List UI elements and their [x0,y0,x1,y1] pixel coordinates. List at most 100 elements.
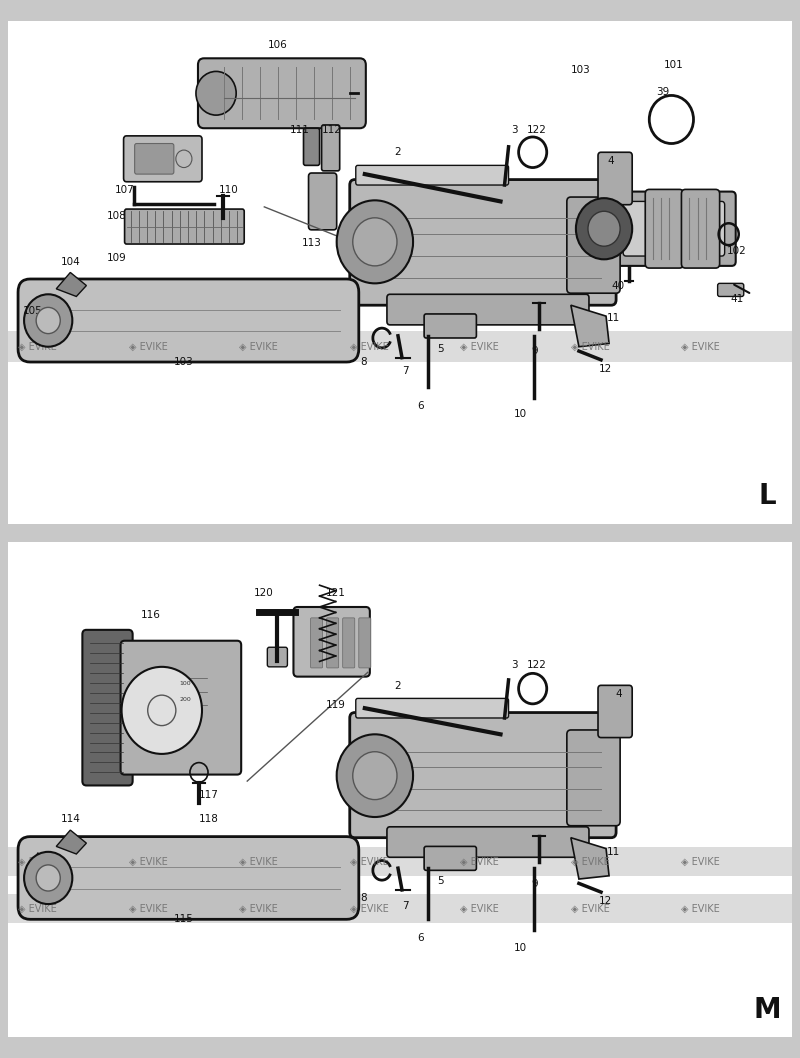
Text: 11: 11 [606,313,620,324]
Text: 40: 40 [611,280,625,291]
Text: 41: 41 [730,294,743,304]
FancyBboxPatch shape [646,189,683,268]
Text: 119: 119 [326,700,346,710]
Circle shape [36,308,60,333]
Text: 102: 102 [727,245,746,256]
Text: 10: 10 [514,943,527,952]
FancyBboxPatch shape [350,180,616,305]
FancyBboxPatch shape [682,189,720,268]
Text: ◈ EVIKE: ◈ EVIKE [460,857,499,867]
Text: 2: 2 [394,147,402,158]
Text: 122: 122 [526,126,546,135]
Text: 116: 116 [141,609,161,620]
Text: 3: 3 [511,660,518,670]
Bar [8,331,792,362]
Text: 107: 107 [114,185,134,196]
FancyBboxPatch shape [342,618,354,668]
Text: ◈ EVIKE: ◈ EVIKE [571,857,610,867]
Text: ◈ EVIKE: ◈ EVIKE [18,857,57,867]
FancyBboxPatch shape [198,58,366,128]
FancyBboxPatch shape [718,284,744,296]
FancyBboxPatch shape [82,630,133,785]
Bar [8,894,792,923]
FancyBboxPatch shape [356,698,509,718]
FancyBboxPatch shape [294,607,370,677]
Circle shape [353,752,397,800]
Text: 7: 7 [402,366,408,376]
Text: 4: 4 [608,156,614,166]
Text: 122: 122 [526,660,546,670]
FancyBboxPatch shape [350,712,616,838]
FancyBboxPatch shape [424,846,476,871]
Text: 111: 111 [290,126,310,135]
FancyBboxPatch shape [134,144,174,175]
Text: 7: 7 [402,901,408,911]
Text: 39: 39 [656,87,669,97]
Circle shape [337,734,413,817]
Text: 12: 12 [598,896,612,906]
Text: ◈ EVIKE: ◈ EVIKE [239,342,278,351]
Text: 121: 121 [326,588,346,598]
Text: 118: 118 [199,815,219,824]
FancyBboxPatch shape [567,730,620,825]
Text: ◈ EVIKE: ◈ EVIKE [350,904,389,913]
Circle shape [588,212,620,247]
Text: ◈ EVIKE: ◈ EVIKE [682,857,720,867]
Text: 6: 6 [417,933,423,943]
Text: 8: 8 [361,357,367,367]
Text: ◈ EVIKE: ◈ EVIKE [350,342,389,351]
Text: ◈ EVIKE: ◈ EVIKE [682,904,720,913]
FancyBboxPatch shape [387,294,589,325]
FancyBboxPatch shape [326,618,338,668]
FancyBboxPatch shape [123,135,202,182]
Text: 4: 4 [616,689,622,699]
Text: ◈ EVIKE: ◈ EVIKE [129,857,167,867]
Text: 100: 100 [179,681,190,687]
Text: ◈ EVIKE: ◈ EVIKE [18,904,57,913]
Text: 120: 120 [254,588,273,598]
FancyBboxPatch shape [424,314,476,338]
Text: 114: 114 [60,815,80,824]
Text: M: M [753,996,781,1024]
FancyBboxPatch shape [623,201,725,256]
FancyBboxPatch shape [125,209,244,244]
Text: 109: 109 [106,253,126,263]
Text: ◈ EVIKE: ◈ EVIKE [18,342,57,351]
Polygon shape [571,838,609,879]
Text: 2: 2 [394,681,402,692]
Circle shape [24,852,72,905]
Text: ◈ EVIKE: ◈ EVIKE [682,342,720,351]
Text: 113: 113 [302,238,322,248]
FancyBboxPatch shape [310,618,322,668]
Text: ◈ EVIKE: ◈ EVIKE [350,857,389,867]
Text: 105: 105 [23,306,43,315]
Text: ◈ EVIKE: ◈ EVIKE [129,904,167,913]
Text: 101: 101 [663,60,683,70]
Text: 11: 11 [606,846,620,857]
Circle shape [196,72,236,115]
Text: 6: 6 [417,401,423,411]
FancyBboxPatch shape [356,165,509,185]
Bar [8,847,792,876]
FancyBboxPatch shape [0,13,800,532]
Text: 103: 103 [571,66,590,75]
FancyBboxPatch shape [18,837,358,919]
FancyBboxPatch shape [598,686,632,737]
Text: ◈ EVIKE: ◈ EVIKE [460,342,499,351]
Text: 108: 108 [106,211,126,221]
Polygon shape [571,305,609,347]
FancyBboxPatch shape [587,191,736,266]
Text: ◈ EVIKE: ◈ EVIKE [129,342,167,351]
FancyBboxPatch shape [322,125,340,170]
Text: ◈ EVIKE: ◈ EVIKE [460,904,499,913]
Text: 115: 115 [174,914,194,925]
Text: 10: 10 [514,409,527,419]
Text: 110: 110 [219,185,239,196]
Text: ◈ EVIKE: ◈ EVIKE [239,904,278,913]
FancyBboxPatch shape [18,279,358,362]
Circle shape [353,218,397,266]
Text: 5: 5 [437,876,443,887]
Text: 117: 117 [199,790,219,800]
Circle shape [24,294,72,347]
Text: 5: 5 [437,344,443,354]
